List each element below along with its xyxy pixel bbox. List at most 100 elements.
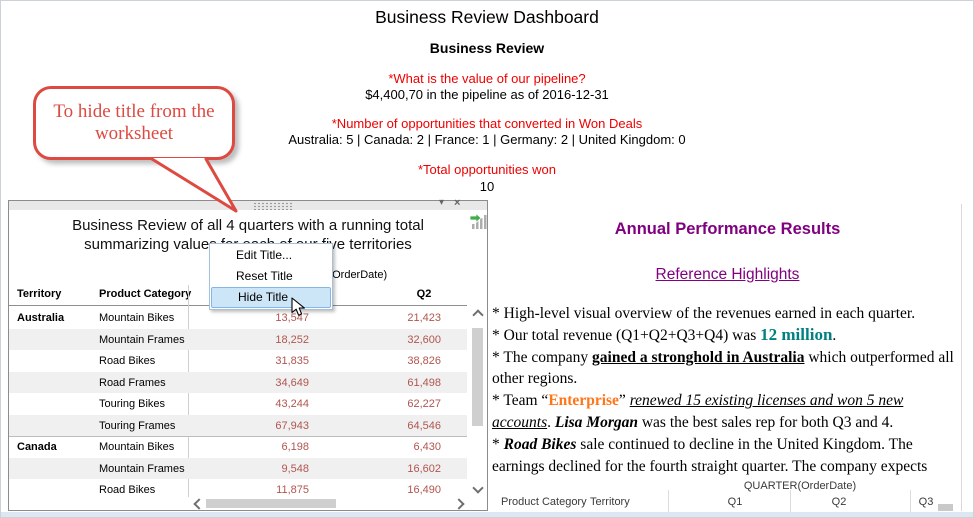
go-to-worksheet-icon[interactable] (469, 212, 487, 230)
bottom-scrollbar-thumb[interactable] (938, 504, 953, 511)
cell-product: Mountain Frames (99, 462, 185, 475)
question-2-label: *Number of opportunities that converted … (331, 116, 643, 131)
bottom-column-divider (790, 490, 791, 512)
scroll-left-icon[interactable] (193, 498, 205, 510)
text-run: * The company (492, 348, 593, 366)
callout-bubble: To hide title from the worksheet (33, 86, 235, 160)
cell-q2: 62,227 (407, 398, 441, 410)
table-row[interactable]: Mountain Bikes 6,198 6,430 (9, 436, 467, 458)
text-run: ” (618, 392, 630, 410)
cell-q2: 38,826 (407, 355, 441, 367)
text-run: * Our total revenue (Q1+Q2+Q3+Q4) was (492, 326, 761, 344)
bottom-col-q1: Q1 (727, 496, 743, 508)
table-row[interactable]: Mountain Frames 18,252 32,600 (9, 328, 467, 350)
bottom-column-divider (668, 490, 669, 512)
highlights-text: * High-level visual overview of the reve… (492, 303, 962, 477)
cell-q1: 43,244 (275, 398, 309, 410)
stronghold-highlight: gained a stronghold in Australia (592, 348, 805, 366)
cell-product: Mountain Bikes (99, 441, 175, 453)
cell-product: Touring Bikes (99, 398, 166, 410)
highlight-paragraph: * The company gained a stronghold in Aus… (492, 347, 962, 391)
close-icon[interactable]: × (454, 197, 461, 209)
table-row[interactable]: Touring Frames 67,943 64,546 (9, 414, 467, 436)
cell-q2: 16,602 (407, 462, 441, 475)
scroll-right-icon[interactable] (453, 498, 465, 510)
bottom-col-product: Product Category (501, 496, 587, 508)
horizontal-scrollbar-thumb[interactable] (206, 499, 336, 508)
sales-rep-name: Lisa Morgan (554, 413, 638, 431)
cell-q2: 32,600 (407, 333, 441, 346)
menu-item-reset-title[interactable]: Reset Title (236, 269, 293, 283)
cell-q1: 13,547 (275, 312, 309, 324)
title-context-menu: Edit Title... Reset Title Hide Title (209, 243, 333, 310)
callout-arrow (150, 157, 238, 213)
text-run: which outperformed all other regions. (492, 348, 954, 388)
cell-q2: 16,490 (407, 484, 441, 496)
revenue-highlight: 12 million (760, 324, 833, 344)
highlight-paragraph: * Our total revenue (Q1+Q2+Q3+Q4) was 12… (492, 325, 962, 347)
reference-highlights-link[interactable]: Reference Highlights (655, 266, 800, 283)
group-divider (9, 436, 467, 437)
territory-label-canada: Canada (17, 441, 57, 453)
window-bottom-edge (1, 512, 973, 517)
scroll-up-icon[interactable] (472, 309, 484, 321)
drag-handle-icon[interactable] (253, 202, 293, 210)
right-panel-divider (961, 204, 962, 511)
licenses-highlight: renewed 15 existing licenses and won 5 n… (492, 392, 904, 431)
col-header-product: Product Category (99, 288, 192, 300)
highlight-paragraph: * Road Bikes sale continued to decline i… (492, 434, 962, 478)
menu-item-hide-title[interactable]: Hide Title (211, 287, 331, 308)
bottom-col-q3: Q3 (918, 496, 934, 508)
bottom-quarter-orderdate-header: QUARTER(OrderDate) (743, 480, 857, 492)
cell-q1: 6,198 (281, 441, 309, 453)
question-1-answer: $4,400,70 in the pipeline as of 2016-12-… (365, 87, 609, 102)
cell-q1: 67,943 (275, 419, 309, 432)
text-run: was the best sales rep for both Q3 and 4… (637, 413, 894, 431)
cell-q1: 11,875 (276, 484, 309, 496)
cell-q1: 31,835 (275, 355, 309, 367)
bottom-col-q2: Q2 (831, 496, 847, 508)
table-row[interactable]: Touring Bikes 43,244 62,227 (9, 393, 467, 415)
team-name-highlight: Enterprise (548, 392, 619, 410)
highlight-paragraph: * High-level visual overview of the reve… (492, 303, 962, 325)
worksheet-title-line1: Business Review of all 4 quarters with a… (72, 217, 424, 234)
callout-text: To hide title from the worksheet (53, 101, 215, 144)
bottom-col-territory: Territory (590, 496, 630, 508)
text-run: * Team “ (492, 392, 549, 410)
col-header-territory: Territory (17, 288, 62, 300)
cell-q2: 61,498 (407, 376, 441, 389)
table-row[interactable]: Mountain Frames 9,548 16,602 (9, 457, 467, 479)
bottom-column-divider (910, 490, 911, 512)
vertical-scrollbar-thumb[interactable] (472, 328, 483, 426)
road-bikes-highlight: Road Bikes (503, 435, 577, 453)
page-title: Business Review Dashboard (375, 7, 599, 27)
question-3-label: *Total opportunities won (417, 162, 557, 177)
chevron-down-icon[interactable]: ▾ (439, 197, 445, 208)
text-run: * (492, 435, 504, 453)
question-2-answer: Australia: 5 | Canada: 2 | France: 1 | G… (288, 132, 686, 147)
question-1-label: *What is the value of our pipeline? (388, 71, 586, 86)
cell-q2: 64,546 (407, 419, 441, 432)
question-3-answer: 10 (479, 179, 495, 194)
horizontal-scrollbar[interactable] (189, 497, 467, 510)
cell-q2: 21,423 (407, 312, 441, 324)
menu-item-edit-title[interactable]: Edit Title... (236, 248, 293, 262)
annual-performance-heading: Annual Performance Results (614, 220, 841, 238)
table-row[interactable]: Mountain Bikes 13,547 21,423 (9, 307, 467, 329)
cell-product: Mountain Bikes (99, 312, 175, 324)
vertical-scrollbar[interactable] (469, 306, 486, 497)
table-row[interactable]: Road Bikes 11,875 16,490 (9, 479, 467, 501)
panel-header-strip (9, 201, 487, 210)
text-run: . (832, 326, 837, 344)
cell-product: Touring Frames (99, 419, 176, 432)
text-run: . (547, 413, 555, 431)
scroll-down-icon[interactable] (472, 482, 484, 494)
table-row[interactable]: Road Bikes 31,835 38,826 (9, 350, 467, 372)
cell-product: Mountain Frames (99, 333, 185, 346)
cell-q1: 9,548 (281, 462, 309, 475)
table-row[interactable]: Road Frames 34,649 61,498 (9, 371, 467, 393)
text-run: sale continued to decline in the United … (492, 435, 928, 475)
cell-q2: 6,430 (413, 441, 441, 453)
cell-product: Road Frames (99, 376, 166, 389)
business-review-heading: Business Review (429, 40, 545, 56)
